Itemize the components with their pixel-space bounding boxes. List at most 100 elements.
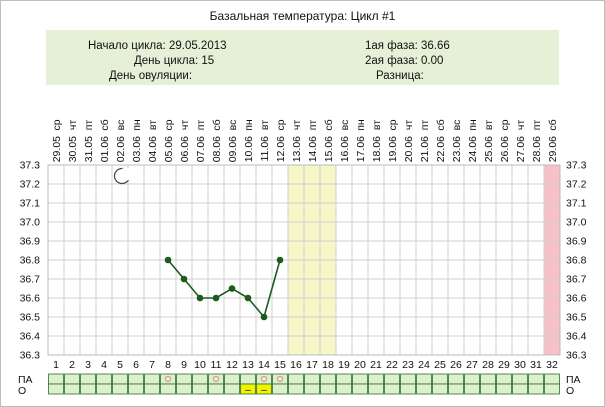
chart-title: Базальная температура: Цикл #1 — [209, 9, 396, 23]
phase2-label: 2ая фаза: — [365, 55, 418, 67]
weekday-label: сб — [547, 119, 559, 130]
day-number: 9 — [181, 359, 187, 371]
weekday-label: пн — [355, 119, 367, 131]
day-number: 10 — [194, 359, 206, 371]
cycle-info-panel: Начало цикла: 29.05.2013 День цикла: 15 … — [46, 30, 559, 85]
temperature-point — [212, 294, 220, 302]
pa-cell — [224, 373, 240, 385]
pa-cell — [176, 373, 192, 385]
y-tick-right: 36.3 — [566, 350, 587, 362]
weekday-label: сб — [323, 119, 335, 130]
pa-mark — [164, 375, 172, 383]
weekday-label: вс — [115, 120, 127, 131]
date-label: 05.06 — [163, 136, 175, 162]
temperature-point — [164, 256, 172, 264]
pa-cell — [544, 373, 560, 385]
pa-cell — [432, 373, 448, 385]
phase2-value: 0.00 — [421, 55, 444, 67]
weekday-label: чт — [67, 120, 79, 130]
date-label: 29.05 — [51, 136, 63, 162]
day-number: 13 — [242, 359, 254, 371]
date-label: 27.06 — [515, 136, 527, 162]
o-cell — [112, 383, 128, 395]
weekday-label: вс — [451, 120, 463, 131]
o-cell — [304, 383, 320, 395]
y-tick-left: 36.6 — [20, 293, 41, 305]
o-mark: – — [245, 385, 251, 396]
o-cell — [464, 383, 480, 395]
pa-cell — [240, 373, 256, 385]
pa-cell — [512, 373, 528, 385]
row-label-o-left: О — [18, 385, 26, 397]
day-number: 3 — [85, 359, 91, 371]
o-cell — [144, 383, 160, 395]
o-cell — [256, 383, 272, 395]
weekday-label: чт — [179, 120, 191, 130]
y-tick-left: 37.1 — [20, 198, 41, 210]
pa-cell — [272, 373, 288, 385]
weekday-label: пт — [195, 120, 207, 131]
y-tick-right: 37.1 — [566, 198, 587, 210]
o-cell — [384, 383, 400, 395]
temperature-point — [228, 285, 236, 292]
day-number: 15 — [274, 359, 286, 371]
y-tick-right: 37.3 — [566, 160, 587, 172]
o-cell — [224, 383, 240, 395]
temperature-point — [244, 294, 252, 302]
o-cell — [544, 383, 560, 395]
temperature-point — [276, 256, 284, 264]
date-label: 31.05 — [83, 136, 95, 162]
cycle-start-value: 29.05.2013 — [168, 40, 227, 52]
weekday-label: вс — [227, 120, 239, 131]
date-label: 03.06 — [131, 136, 143, 162]
y-tick-left: 36.3 — [20, 350, 41, 362]
y-tick-left: 36.8 — [20, 255, 41, 267]
weekday-label: ср — [163, 119, 175, 130]
y-tick-left: 37.0 — [20, 217, 41, 229]
y-tick-right: 36.4 — [566, 331, 587, 343]
date-label: 18.06 — [371, 136, 383, 162]
cycle-day: День цикла: 15 — [134, 55, 214, 67]
row-label-o-right: О — [566, 385, 574, 397]
day-number: 24 — [418, 359, 430, 371]
o-cell — [192, 383, 208, 395]
day-number: 1 — [53, 359, 59, 371]
day-number: 11 — [211, 359, 222, 371]
phase-difference: Разница: — [376, 70, 424, 82]
date-label: 10.06 — [243, 136, 255, 162]
o-cell — [80, 383, 96, 395]
pa-cell — [304, 373, 320, 385]
weekday-label: чт — [291, 120, 303, 130]
pa-cell — [384, 373, 400, 385]
weekday-label: вт — [483, 120, 495, 130]
o-cell — [160, 383, 176, 395]
day-number: 22 — [386, 359, 398, 371]
o-cell — [448, 383, 464, 395]
date-label: 13.06 — [291, 136, 303, 162]
date-label: 17.06 — [355, 136, 367, 162]
day-number: 20 — [354, 359, 366, 371]
ovulation-day: День овуляции: — [109, 70, 192, 82]
cycle-day-value: 15 — [201, 55, 215, 67]
date-label: 08.06 — [211, 136, 223, 162]
pa-mark — [260, 375, 268, 383]
day-number: 26 — [450, 359, 462, 371]
date-label: 11.06 — [259, 136, 271, 162]
date-label: 20.06 — [403, 136, 415, 162]
date-label: 22.06 — [435, 136, 447, 162]
date-label: 06.06 — [179, 136, 191, 162]
phase1-label: 1ая фаза: — [365, 40, 418, 52]
phase1-value: 36.66 — [421, 40, 450, 52]
o-cell — [64, 383, 80, 395]
date-label: 07.06 — [195, 136, 207, 162]
date-label: 30.05 — [67, 136, 79, 162]
o-cell — [480, 383, 496, 395]
y-tick-right: 37.2 — [566, 179, 587, 191]
day-number: 30 — [514, 359, 526, 371]
plot-border — [47, 164, 561, 356]
weekday-label: сб — [435, 119, 447, 130]
date-label: 15.06 — [323, 136, 335, 162]
weekday-label: чт — [403, 120, 415, 130]
pa-cell — [480, 373, 496, 385]
